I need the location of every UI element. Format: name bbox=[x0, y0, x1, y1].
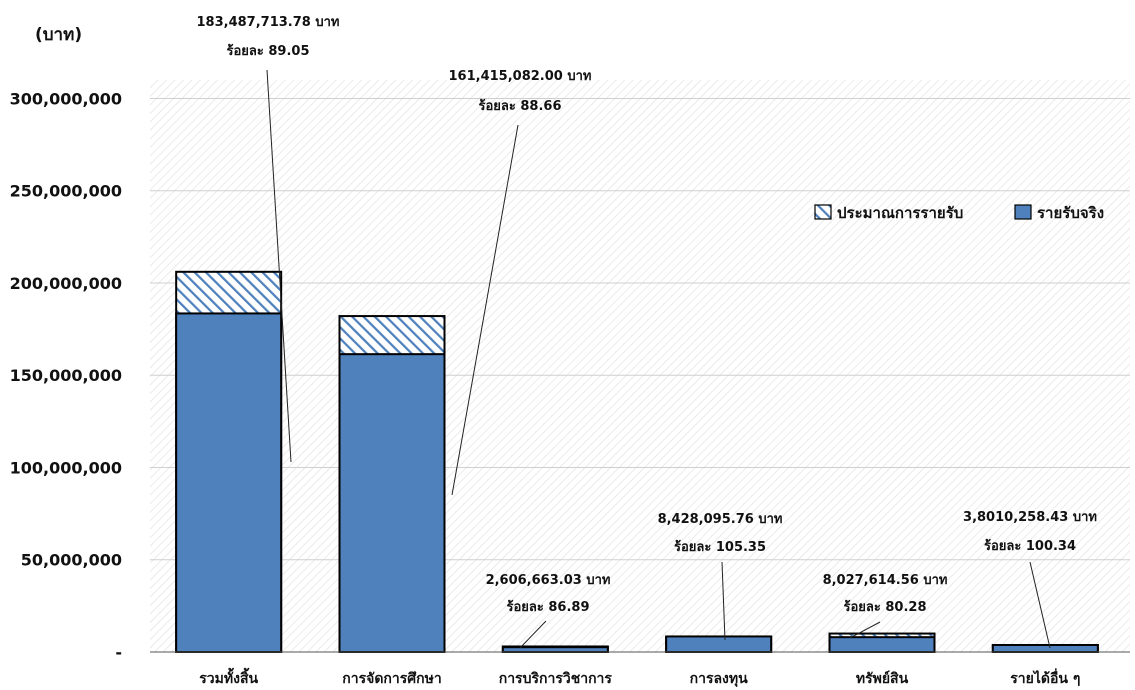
annotation-percent: ร้อยละ 105.35 bbox=[674, 539, 766, 555]
annotation-leader-line bbox=[1029, 561, 1051, 649]
bar-actual bbox=[338, 353, 446, 653]
grid-lines bbox=[150, 97, 1130, 561]
annotation-percent: ร้อยละ 100.34 bbox=[984, 538, 1076, 554]
category-label: ทรัพย์สิน bbox=[856, 670, 909, 687]
bar-actual bbox=[991, 643, 1099, 654]
category-label: การบริการวิชาการ bbox=[499, 671, 613, 687]
legend-swatch-estimate bbox=[814, 204, 832, 220]
annotation-amount: 8,027,614.56 บาท bbox=[823, 573, 948, 588]
y-axis-label: (บาท) bbox=[35, 25, 82, 45]
legend: ประมาณการรายรับ รายรับจริง bbox=[814, 204, 1104, 222]
annotation-leader-line bbox=[849, 621, 881, 639]
annotation-percent: ร้อยละ 88.66 bbox=[478, 98, 561, 114]
y-tick-label: 150,000,000 bbox=[10, 366, 122, 385]
annotation-percent: ร้อยละ 86.89 bbox=[506, 599, 589, 615]
y-tick-label: 50,000,000 bbox=[21, 551, 122, 570]
y-tick-label: 100,000,000 bbox=[10, 458, 122, 477]
annotation-amount: 3,8010,258.43 บาท bbox=[963, 510, 1097, 525]
annotation-leader-line bbox=[721, 561, 726, 641]
annotation-percent: ร้อยละ 80.28 bbox=[843, 599, 926, 615]
legend-label-estimate: ประมาณการรายรับ bbox=[837, 204, 963, 222]
category-labels: รวมทั้งสิ้น การจัดการศึกษา การบริการวิชากา… bbox=[199, 667, 1080, 687]
bar-actual bbox=[501, 646, 609, 654]
bar-actual bbox=[175, 312, 283, 653]
y-tick-label: 200,000,000 bbox=[10, 274, 122, 293]
annotation-leader-line bbox=[266, 69, 292, 463]
legend-swatch-actual bbox=[1014, 204, 1032, 220]
legend-label-actual: รายรับจริง bbox=[1037, 204, 1104, 222]
y-tick-labels: - 50,000,000 100,000,000 150,000,000 200,000… bbox=[10, 89, 122, 662]
annotation-percent: ร้อยละ 89.05 bbox=[226, 43, 309, 59]
annotation-leaders bbox=[266, 69, 1051, 649]
category-label: การลงทุน bbox=[690, 671, 749, 687]
category-label: การจัดการศึกษา bbox=[342, 670, 441, 687]
category-label: รายได้อื่น ๆ bbox=[1010, 668, 1080, 687]
bar-actual bbox=[828, 636, 936, 653]
y-tick-label: 250,000,000 bbox=[10, 182, 122, 201]
bars bbox=[175, 270, 1099, 654]
annotation-amount: 183,487,713.78 บาท bbox=[197, 15, 340, 30]
annotation-leader-line bbox=[451, 124, 519, 496]
annotation-leader-line bbox=[519, 620, 547, 649]
annotation-amount: 8,428,095.76 บาท bbox=[658, 512, 783, 527]
annotation-amount: 2,606,663.03 บาท bbox=[486, 573, 611, 588]
bar-actual bbox=[665, 635, 773, 653]
category-label: รวมทั้งสิ้น bbox=[199, 667, 258, 687]
plot-area bbox=[150, 80, 1130, 652]
y-tick-label: 300,000,000 bbox=[10, 89, 122, 108]
y-tick-label: - bbox=[115, 643, 122, 662]
annotation-amount: 161,415,082.00 บาท bbox=[449, 69, 592, 84]
